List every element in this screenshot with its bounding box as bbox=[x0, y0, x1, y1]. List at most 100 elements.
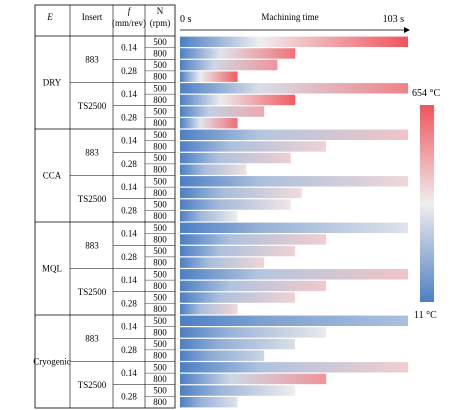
rpm-label: 800 bbox=[153, 48, 167, 58]
heatmap-bar bbox=[180, 176, 408, 187]
feed-label: 0.14 bbox=[121, 43, 137, 53]
rpm-label: 500 bbox=[153, 223, 167, 233]
heatmap-bar bbox=[180, 187, 302, 199]
heatmap-bar bbox=[180, 350, 265, 361]
heatmap-bar bbox=[180, 210, 238, 222]
heatmap-bar bbox=[180, 269, 408, 280]
heatmap-bar bbox=[180, 106, 265, 117]
heatmap-bar bbox=[180, 396, 238, 408]
feed-label: 0.28 bbox=[121, 205, 137, 215]
heatmap-bar bbox=[180, 373, 327, 385]
rpm-label: 800 bbox=[153, 304, 167, 314]
rpm-label: 500 bbox=[153, 362, 167, 372]
heatmap-bar bbox=[180, 152, 291, 164]
heatmap-bar bbox=[180, 315, 408, 327]
colorbar-min-label: 11 °C bbox=[414, 310, 437, 321]
feed-label: 0.14 bbox=[121, 182, 137, 192]
heatmap-bar bbox=[180, 222, 408, 234]
insert-label: 883 bbox=[85, 147, 99, 157]
insert-label: 883 bbox=[85, 54, 99, 64]
rpm-label: 500 bbox=[153, 83, 167, 93]
heatmap-bar bbox=[180, 164, 247, 175]
rpm-label: 500 bbox=[153, 176, 167, 186]
feed-label: 0.28 bbox=[121, 298, 137, 308]
rpm-label: 500 bbox=[153, 153, 167, 163]
feed-unit: (mm/rev) bbox=[112, 18, 146, 28]
environment-label: MQL bbox=[42, 264, 62, 274]
heatmap-bar bbox=[180, 280, 327, 292]
heatmap-bar bbox=[180, 117, 238, 129]
time-axis-label: Machining time bbox=[261, 12, 318, 22]
heatmap-bar bbox=[180, 338, 296, 350]
rpm-label: 800 bbox=[153, 188, 167, 198]
heatmap-bar bbox=[180, 199, 291, 210]
heatmap-bar bbox=[180, 257, 265, 268]
environment-label: Cryogenic bbox=[33, 357, 71, 367]
heatmap-bars bbox=[180, 36, 408, 408]
heatmap-bar bbox=[180, 36, 408, 48]
feed-label: 0.14 bbox=[121, 136, 137, 146]
feed-label: 0.14 bbox=[121, 368, 137, 378]
heatmap-bar bbox=[180, 245, 296, 257]
rpm-label: 800 bbox=[153, 234, 167, 244]
heatmap-bar bbox=[180, 303, 238, 315]
rpm-label: 800 bbox=[153, 374, 167, 384]
insert-label: TS2500 bbox=[78, 380, 107, 390]
heatmap-bar bbox=[180, 234, 327, 245]
rpm-label: 800 bbox=[153, 327, 167, 337]
insert-label: TS2500 bbox=[78, 101, 107, 111]
environment-header: E bbox=[46, 12, 53, 22]
rpm-label: 500 bbox=[153, 200, 167, 210]
feed-label: 0.14 bbox=[121, 229, 137, 239]
feed-label: 0.14 bbox=[121, 322, 137, 332]
rpm-label: 500 bbox=[153, 37, 167, 47]
feed-header: f bbox=[128, 6, 132, 16]
rpm-label: 800 bbox=[153, 95, 167, 105]
rpm-label: 800 bbox=[153, 118, 167, 128]
rpm-label: 500 bbox=[153, 60, 167, 70]
rpm-label: 500 bbox=[153, 386, 167, 396]
insert-label: TS2500 bbox=[78, 194, 107, 204]
rpm-label: 800 bbox=[153, 72, 167, 82]
feed-label: 0.28 bbox=[121, 345, 137, 355]
insert-label: TS2500 bbox=[78, 287, 107, 297]
speed-header: N bbox=[157, 6, 164, 16]
feed-label: 0.28 bbox=[121, 66, 137, 76]
insert-label: 883 bbox=[85, 240, 99, 250]
heatmap-bar bbox=[180, 94, 296, 106]
time-start-label: 0 s bbox=[180, 14, 192, 25]
feed-label: 0.14 bbox=[121, 275, 137, 285]
feed-label: 0.28 bbox=[121, 159, 137, 169]
rpm-label: 500 bbox=[153, 293, 167, 303]
insert-label: 883 bbox=[85, 333, 99, 343]
rpm-label: 800 bbox=[153, 141, 167, 151]
rpm-label: 800 bbox=[153, 165, 167, 175]
rpm-label: 500 bbox=[153, 107, 167, 117]
heatmap-bar bbox=[180, 83, 408, 94]
insert-header: Insert bbox=[82, 12, 103, 22]
rpm-label: 800 bbox=[153, 351, 167, 361]
colorbar bbox=[420, 105, 434, 302]
time-axis-arrow-head bbox=[404, 27, 410, 33]
rpm-label: 500 bbox=[153, 246, 167, 256]
rpm-label: 800 bbox=[153, 211, 167, 221]
rpm-label: 800 bbox=[153, 397, 167, 407]
speed-unit: (rpm) bbox=[150, 18, 171, 28]
heatmap-bar bbox=[180, 327, 327, 338]
rpm-label: 500 bbox=[153, 269, 167, 279]
time-end-label: 103 s bbox=[383, 14, 405, 25]
colorbar-max-label: 654 °C bbox=[412, 88, 440, 99]
heatmap-bar bbox=[180, 71, 238, 82]
rpm-label: 800 bbox=[153, 258, 167, 268]
feed-label: 0.28 bbox=[121, 391, 137, 401]
feed-label: 0.28 bbox=[121, 252, 137, 262]
environment-label: CCA bbox=[43, 171, 62, 181]
table-frame bbox=[34, 4, 176, 409]
heatmap-bar bbox=[180, 385, 296, 396]
heatmap-bar bbox=[180, 141, 327, 152]
heatmap-bar bbox=[180, 362, 408, 373]
rpm-label: 500 bbox=[153, 339, 167, 349]
heatmap-bar bbox=[180, 48, 296, 59]
